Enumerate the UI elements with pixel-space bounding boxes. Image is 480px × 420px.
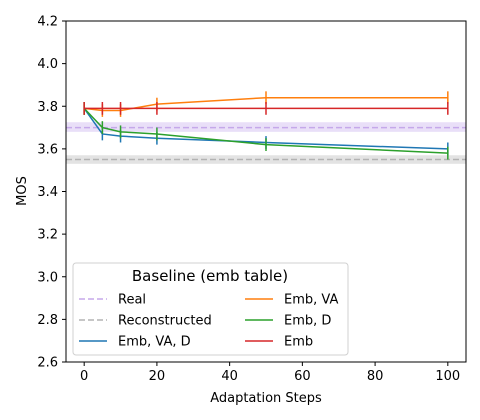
y-axis-label: MOS (15, 176, 30, 206)
legend-label-real: Real (118, 293, 146, 308)
y-tick-label: 3.6 (37, 142, 58, 157)
y-tick-label: 3.8 (37, 100, 58, 115)
y-tick-label: 3.2 (37, 228, 58, 243)
y-tick-label: 2.6 (37, 356, 58, 371)
legend-label-emb-d: Emb, D (284, 314, 331, 329)
series-line-emb-va (84, 96, 448, 112)
x-tick-label: 0 (80, 369, 88, 384)
y-tick-label: 3.4 (37, 185, 58, 200)
plot-area (65, 20, 467, 363)
x-axis-label: Adaptation Steps (210, 391, 322, 406)
y-axis: 2.6 2.8 3.0 3.2 3.4 3.6 3.8 4.0 4.2 (37, 15, 66, 371)
x-tick-label: 20 (149, 369, 166, 384)
legend-label-reconstructed: Reconstructed (118, 314, 212, 329)
x-tick-label: 80 (367, 369, 384, 384)
x-tick-label: 40 (221, 369, 238, 384)
y-tick-label: 2.8 (37, 313, 58, 328)
legend-entries: Real Reconstructed Emb, VA, D Emb, VA Emb, D… (79, 293, 338, 350)
legend-label-emb: Emb (284, 335, 313, 350)
legend-label-emb-va: Emb, VA (284, 293, 338, 308)
legend-label-emb-va-d: Emb, VA, D (118, 335, 191, 350)
x-tick-label: 60 (294, 369, 311, 384)
legend-title: Baseline (emb table) (132, 267, 288, 285)
legend-frame (72, 262, 349, 356)
x-axis: 0 20 40 60 80 100 (80, 362, 460, 384)
x-tick-label: 100 (435, 369, 460, 384)
y-tick-label: 4.2 (37, 15, 58, 30)
series-line-emb-va-d (83, 107, 448, 150)
series-line-emb-d (83, 107, 448, 154)
y-tick-label: 3.0 (37, 270, 58, 285)
legend: Baseline (emb table) Real Reconstructed Em… (72, 262, 349, 356)
y-tick-label: 4.0 (37, 57, 58, 72)
